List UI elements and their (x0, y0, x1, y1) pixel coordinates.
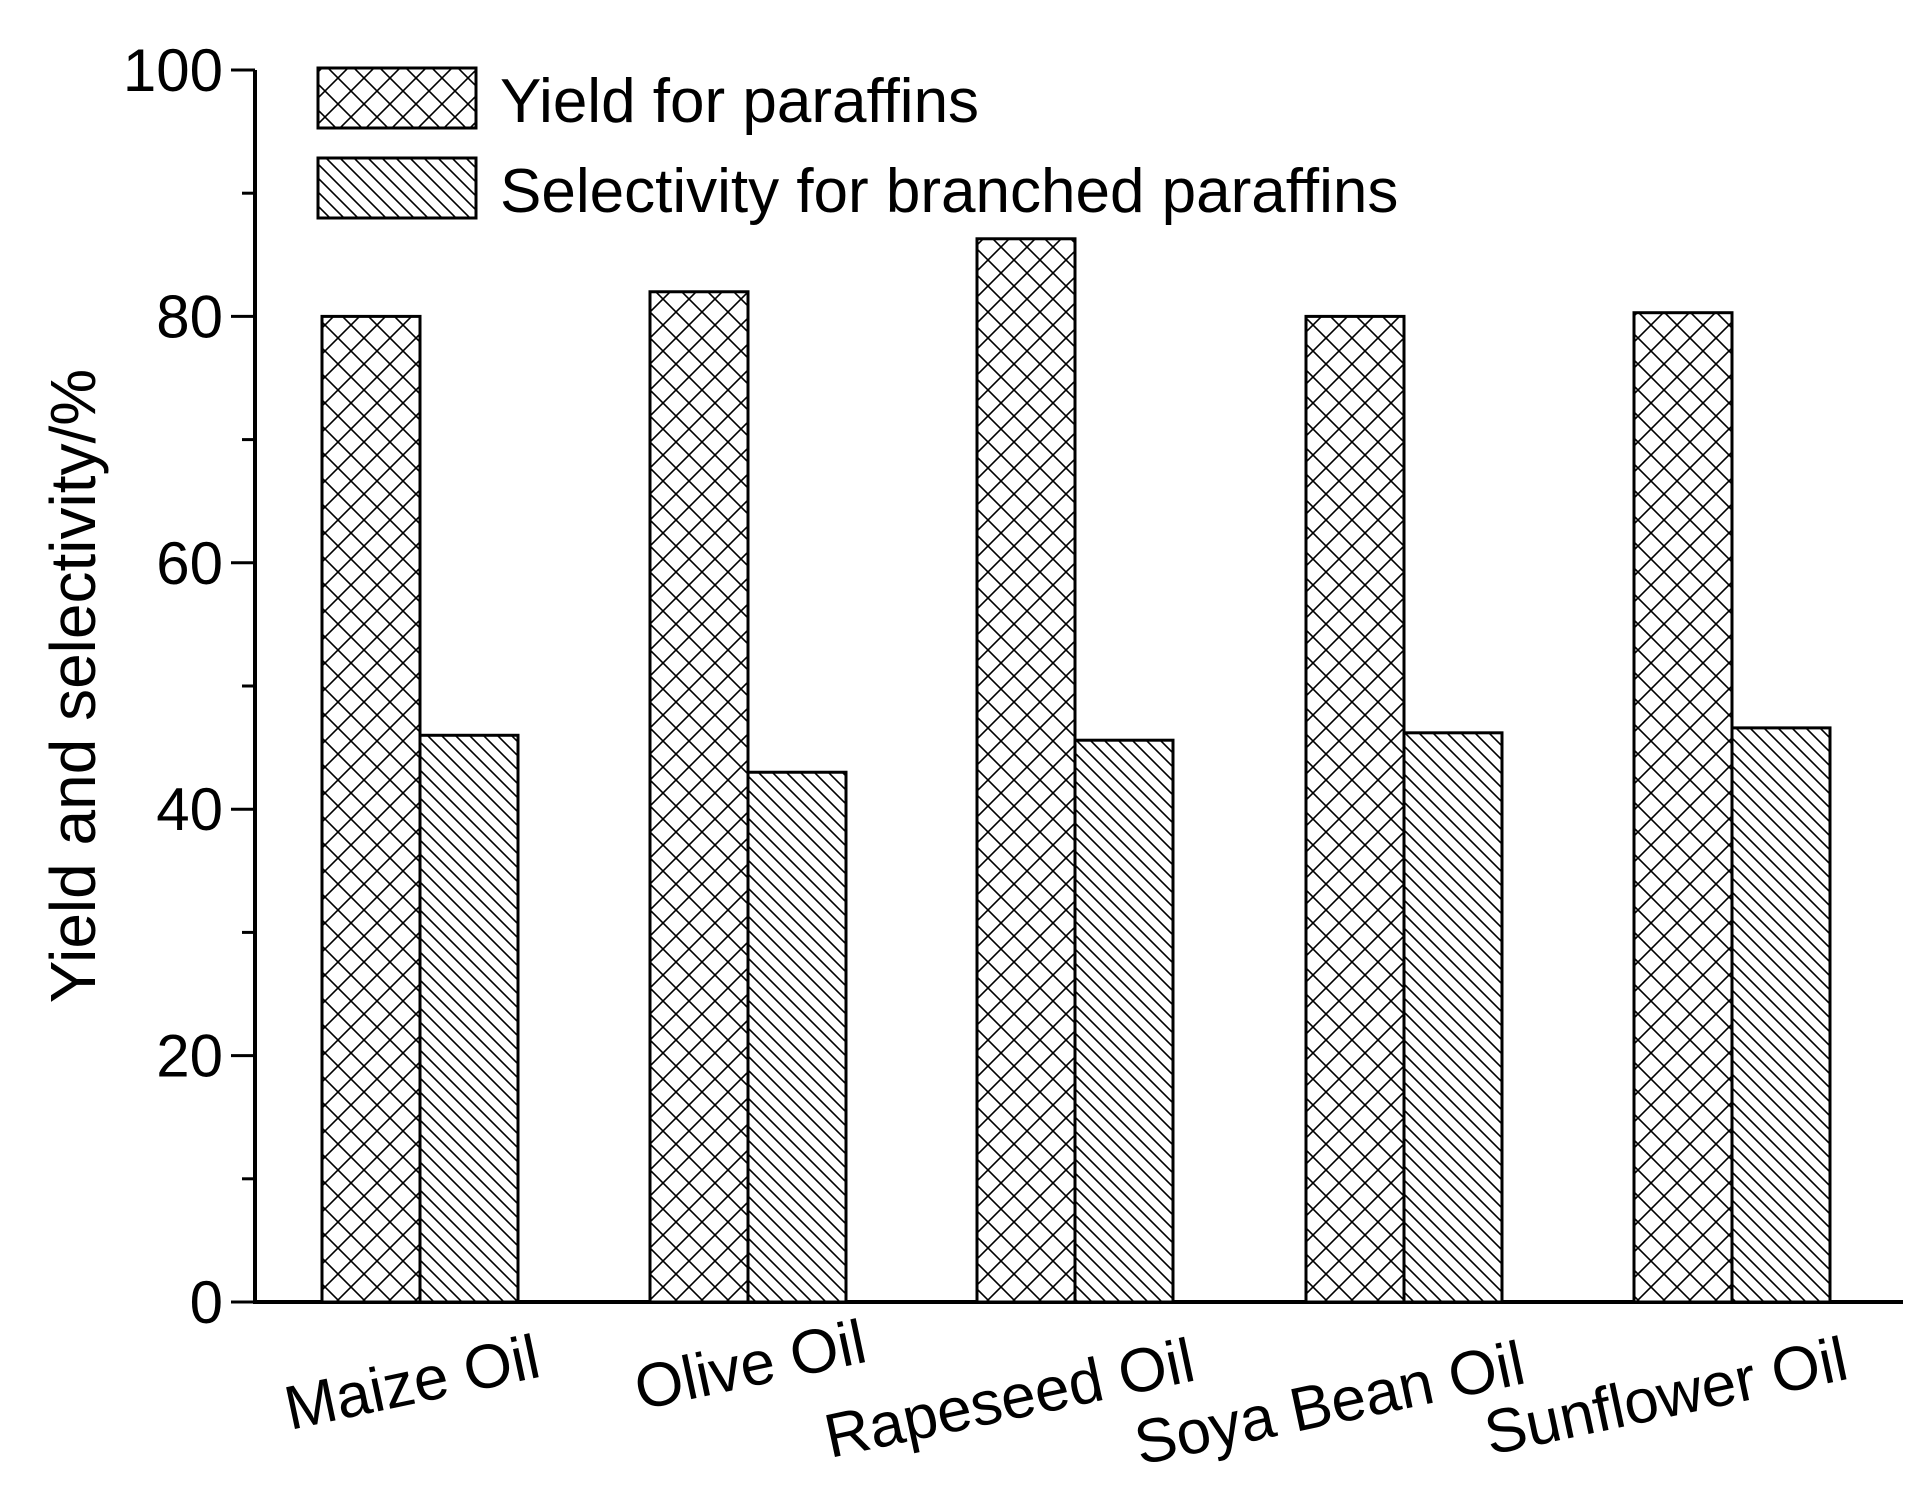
y-tick-label: 40 (156, 776, 223, 843)
legend: Yield for paraffins Selectivity for bran… (316, 66, 1398, 226)
bar-yield-soya-bean-oil (1304, 314, 1406, 1304)
y-tick-label: 0 (190, 1269, 223, 1336)
bar-yield-olive-oil (648, 290, 750, 1304)
y-tick-label: 20 (156, 1023, 223, 1090)
bar-yield-rapeseed-oil (975, 237, 1077, 1304)
bar-selectivity-maize-oil (418, 733, 520, 1304)
legend-swatch-yield (316, 66, 478, 130)
bar-selectivity-olive-oil (746, 770, 848, 1304)
y-tick-label: 80 (156, 283, 223, 350)
legend-swatch-selectivity (316, 156, 478, 220)
bar-yield-sunflower-oil (1632, 311, 1734, 1304)
y-tick-label: 60 (156, 530, 223, 597)
bar-selectivity-soya-bean-oil (1402, 731, 1504, 1304)
bar-yield-maize-oil (320, 314, 422, 1304)
y-tick-label: 100 (123, 37, 223, 104)
y-axis-title: Yield and selectivity/% (37, 369, 109, 1003)
legend-label-selectivity: Selectivity for branched paraffins (500, 157, 1398, 226)
bar-selectivity-rapeseed-oil (1073, 738, 1175, 1304)
x-category-label: Sunflower Oil (1479, 1325, 1854, 1469)
x-category-label: Maize Oil (279, 1322, 546, 1443)
y-ticks: 0 20 40 60 80 100 (123, 37, 255, 1336)
legend-label-yield: Yield for paraffins (500, 67, 979, 136)
bars (320, 237, 1832, 1304)
bar-selectivity-sunflower-oil (1730, 726, 1832, 1304)
